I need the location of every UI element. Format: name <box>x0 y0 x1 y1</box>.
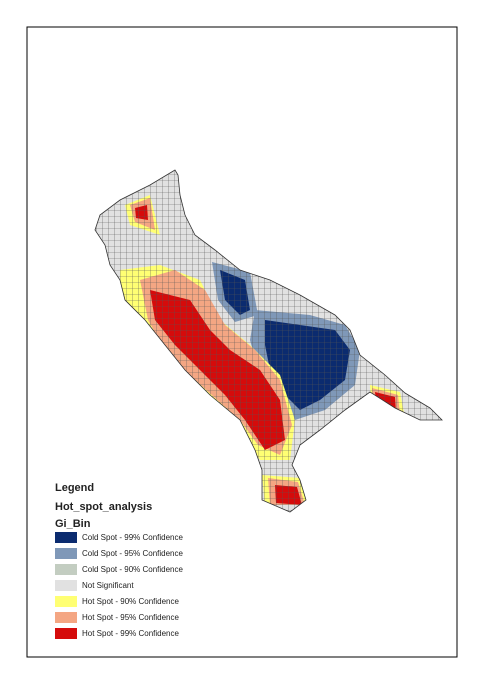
legend-swatch <box>55 596 77 607</box>
field-name: Gi_Bin <box>55 518 91 530</box>
legend-label: Cold Spot - 95% Confidence <box>82 549 184 558</box>
legend-swatch <box>55 548 77 559</box>
hot-spot-map <box>95 170 442 512</box>
legend-swatch <box>55 564 77 575</box>
legend-swatch <box>55 532 77 543</box>
legend-label: Not Significant <box>82 581 134 590</box>
legend-label: Cold Spot - 90% Confidence <box>82 565 184 574</box>
legend-title: Legend <box>55 482 94 494</box>
layer-name: Hot_spot_analysis <box>55 501 152 513</box>
legend-label: Cold Spot - 99% Confidence <box>82 533 184 542</box>
legend-items: Cold Spot - 99% Confidence Cold Spot - 95… <box>55 532 184 639</box>
legend-label: Hot Spot - 90% Confidence <box>82 597 179 606</box>
legend-swatch <box>55 580 77 591</box>
frame <box>26 26 458 658</box>
grid-cells <box>95 170 442 512</box>
legend-label: Hot Spot - 99% Confidence <box>82 629 179 638</box>
legend-label: Hot Spot - 95% Confidence <box>82 613 179 622</box>
legend-swatch <box>55 628 77 639</box>
legend-swatch <box>55 612 77 623</box>
